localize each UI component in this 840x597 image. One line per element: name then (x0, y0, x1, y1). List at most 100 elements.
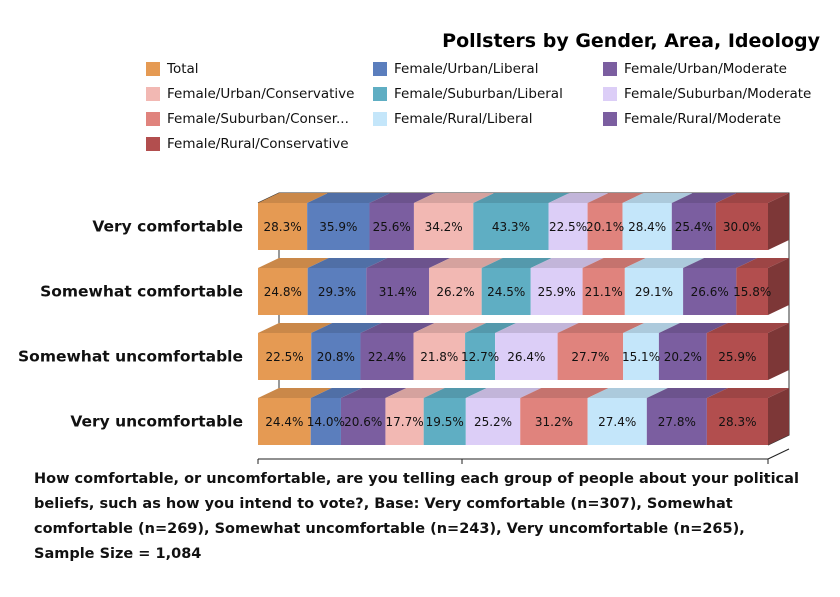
data-label: 28.3% (264, 220, 302, 234)
data-label: 19.5% (426, 415, 464, 429)
bar-somewhat-comfortable-female-suburban-liberal (481, 268, 531, 315)
data-label: 27.8% (658, 415, 696, 429)
legend-label: Female/Urban/Liberal (394, 61, 539, 77)
bar-top-female-urban-moderate (369, 193, 435, 203)
data-label: 20.6% (344, 415, 382, 429)
bar-somewhat-uncomfortable-female-rural-moderate (658, 333, 707, 380)
bar-top-female-suburban-conser (557, 323, 645, 333)
bar-top-female-urban-conservative (413, 193, 495, 203)
legend-swatch (146, 87, 160, 101)
caption-line-3: comfortable (n=269), Somewhat uncomforta… (34, 521, 745, 537)
data-label: 22.5% (266, 350, 304, 364)
data-label: 27.4% (598, 415, 636, 429)
category-label: Somewhat comfortable (40, 283, 243, 301)
bar-somewhat-comfortable-female-urban-liberal (307, 268, 367, 315)
bar-top-female-urban-liberal (311, 323, 382, 333)
data-label: 28.4% (628, 220, 666, 234)
bar-very-comfortable-female-suburban-moderate (548, 203, 588, 250)
bar-somewhat-comfortable-female-urban-conservative (429, 268, 482, 315)
bar-very-uncomfortable-female-suburban-conser (520, 398, 588, 445)
bar-very-uncomfortable-female-urban-conservative (385, 398, 424, 445)
bar-top-female-suburban-moderate (465, 388, 542, 398)
bar-top-female-suburban-conser (520, 388, 609, 398)
legend-item-female-urban-moderate: Female/Urban/Moderate (603, 59, 787, 79)
bar-top-female-rural-conservative (706, 323, 789, 333)
data-label: 28.3% (718, 415, 756, 429)
legend-item-female-urban-conservative: Female/Urban/Conservative (146, 84, 354, 104)
bar-top-female-rural-conservative (736, 258, 789, 268)
legend-item-female-urban-liberal: Female/Urban/Liberal (373, 59, 538, 79)
bar-top-female-suburban-liberal (465, 323, 517, 333)
data-label: 17.7% (386, 415, 424, 429)
bar-very-uncomfortable-female-urban-moderate (340, 398, 386, 445)
bar-top-female-suburban-liberal (423, 388, 487, 398)
bar-very-uncomfortable-female-rural-conservative (706, 398, 768, 445)
data-label: 31.2% (535, 415, 573, 429)
bar-top-total (258, 388, 332, 398)
legend-item-total: Total (146, 59, 199, 79)
bar-top-female-suburban-moderate (548, 193, 609, 203)
bar-very-uncomfortable-female-rural-moderate (646, 398, 707, 445)
legend-label: Female/Suburban/Moderate (624, 86, 812, 102)
bar-very-uncomfortable-female-suburban-liberal (423, 398, 466, 445)
legend-swatch (603, 112, 617, 126)
bar-top-female-suburban-moderate (495, 323, 579, 333)
bar-very-uncomfortable-female-suburban-moderate (465, 398, 521, 445)
data-label: 25.9% (718, 350, 756, 364)
x-axis-depth (767, 448, 790, 460)
bar-somewhat-uncomfortable-female-suburban-moderate (495, 333, 558, 380)
bar-somewhat-comfortable-female-rural-liberal (624, 268, 684, 315)
data-label: 15.8% (733, 285, 771, 299)
bar-top-total (258, 323, 333, 333)
legend-swatch (146, 112, 160, 126)
legend-swatch (146, 62, 160, 76)
bar-very-uncomfortable-total (258, 398, 311, 445)
category-label: Somewhat uncomfortable (18, 348, 243, 366)
data-label: 20.2% (664, 350, 702, 364)
legend-label: Female/Rural/Liberal (394, 111, 533, 127)
data-label: 35.9% (319, 220, 357, 234)
data-label: 25.6% (373, 220, 411, 234)
bar-very-comfortable-female-urban-moderate (369, 203, 414, 250)
bar-top-female-urban-conservative (429, 258, 503, 268)
bar-top-female-rural-liberal (624, 258, 705, 268)
bar-somewhat-comfortable-female-rural-conservative (736, 268, 768, 315)
bar-top-female-suburban-conser (582, 258, 646, 268)
bar-top-female-rural-conservative (715, 193, 789, 203)
data-label: 31.4% (379, 285, 417, 299)
bar-somewhat-uncomfortable-female-rural-conservative (706, 333, 768, 380)
legend-item-female-suburban-moderate: Female/Suburban/Moderate (603, 84, 811, 104)
legend-item-female-rural-moderate: Female/Rural/Moderate (603, 109, 781, 129)
data-label: 24.8% (264, 285, 302, 299)
data-label: 24.5% (487, 285, 525, 299)
data-label: 14.0% (307, 415, 345, 429)
bar-somewhat-comfortable-female-suburban-moderate (530, 268, 583, 315)
legend-swatch (146, 137, 160, 151)
bar-top-female-rural-liberal (623, 323, 680, 333)
bar-very-comfortable-female-rural-liberal (622, 203, 672, 250)
legend-swatch (603, 62, 617, 76)
data-label: 21.1% (585, 285, 623, 299)
bar-top-female-rural-moderate (683, 258, 758, 268)
data-label: 21.8% (420, 350, 458, 364)
legend-item-female-rural-liberal: Female/Rural/Liberal (373, 109, 533, 129)
bar-somewhat-uncomfortable-female-suburban-liberal (465, 333, 496, 380)
bar-very-comfortable-female-urban-conservative (413, 203, 474, 250)
bar-very-comfortable-female-suburban-conser (587, 203, 623, 250)
caption-line-1: How comfortable, or uncomfortable, are y… (34, 471, 799, 487)
data-label: 43.3% (492, 220, 530, 234)
data-label: 20.1% (586, 220, 624, 234)
bar-top-female-rural-liberal (587, 388, 668, 398)
bar-side (768, 323, 789, 380)
data-label: 12.7% (461, 350, 499, 364)
data-label: 29.1% (635, 285, 673, 299)
data-label: 30.0% (723, 220, 761, 234)
bar-very-comfortable-total (258, 203, 308, 250)
data-label: 25.4% (675, 220, 713, 234)
bar-top-female-urban-conservative (385, 388, 445, 398)
bar-side (768, 193, 789, 250)
bar-top-female-rural-moderate (671, 193, 737, 203)
bar-top-female-urban-liberal (307, 193, 391, 203)
bar-very-uncomfortable-female-rural-liberal (587, 398, 647, 445)
legend-label: Female/Urban/Moderate (624, 61, 787, 77)
